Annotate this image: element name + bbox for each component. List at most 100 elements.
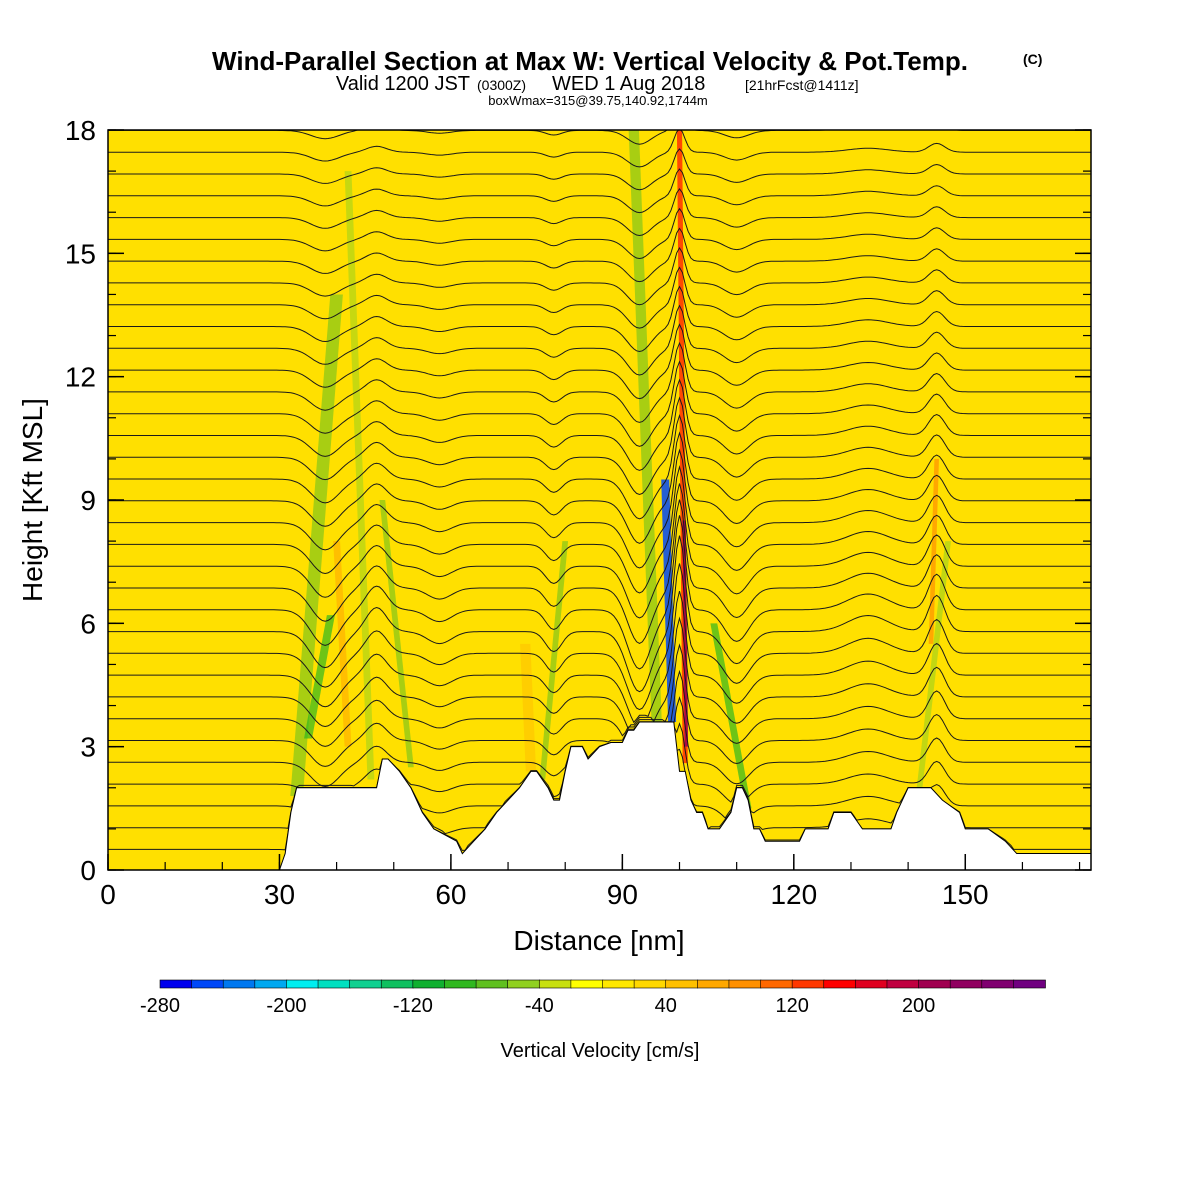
x-tick-label: 90 bbox=[607, 879, 638, 910]
colorbar-swatch bbox=[728, 979, 762, 989]
x-tick-label: 120 bbox=[770, 879, 817, 910]
velocity-band bbox=[304, 615, 335, 739]
isentrope bbox=[108, 247, 1091, 306]
colorbar-swatch bbox=[475, 979, 509, 989]
velocity-band bbox=[520, 643, 537, 772]
colorbar-label: -40 bbox=[525, 995, 554, 1017]
chart-title: Wind-Parallel Section at Max W: Vertical… bbox=[212, 46, 968, 76]
valid-time-utc: (0300Z) bbox=[477, 77, 526, 93]
isentrope bbox=[108, 168, 1091, 214]
chart-subtitle: Valid 1200 JST (0300Z) WED 1 Aug 2018 [2… bbox=[336, 73, 859, 95]
valid-time: Valid 1200 JST bbox=[336, 73, 470, 95]
colorbar-swatch bbox=[538, 979, 572, 989]
y-tick-label: 12 bbox=[65, 362, 96, 393]
colorbar-label: 40 bbox=[655, 995, 677, 1017]
x-tick-label: 60 bbox=[435, 879, 466, 910]
colorbar-swatch bbox=[286, 979, 319, 989]
isentrope bbox=[108, 483, 1091, 619]
y-axis-label: Height [Kft MSL] bbox=[17, 398, 48, 602]
isentrope bbox=[108, 448, 1091, 569]
colorbar-swatch bbox=[981, 979, 1015, 989]
y-tick-label: 0 bbox=[80, 855, 96, 886]
colorbar-swatch bbox=[380, 979, 414, 989]
colorbar-swatch bbox=[602, 979, 635, 989]
y-axis: 0 3 6 9 12 15 18 bbox=[65, 115, 1091, 886]
isentrope bbox=[108, 130, 1091, 168]
colorbar-swatch bbox=[570, 979, 604, 989]
isentrope bbox=[108, 465, 1091, 594]
colorbar-swatch bbox=[349, 979, 383, 989]
isentrope bbox=[108, 207, 1091, 260]
isentrope bbox=[108, 590, 1091, 724]
plot-area bbox=[108, 130, 1091, 870]
colorbar-swatch bbox=[918, 979, 951, 989]
colorbar-label: 120 bbox=[775, 995, 808, 1017]
x-tick-label: 0 bbox=[100, 879, 116, 910]
colorbar-swatch bbox=[444, 979, 477, 989]
forecast-info: [21hrFcst@1411z] bbox=[745, 77, 859, 93]
colorbar-label: -200 bbox=[266, 995, 306, 1017]
y-tick-label: 15 bbox=[65, 238, 96, 269]
isentrope bbox=[108, 431, 1091, 544]
isentrope bbox=[108, 323, 1091, 400]
isentrope bbox=[108, 563, 1091, 711]
y-tick-label: 18 bbox=[65, 115, 96, 146]
isentrope bbox=[108, 360, 1091, 447]
x-tick-label: 150 bbox=[942, 879, 989, 910]
y-tick-label: 6 bbox=[80, 608, 96, 639]
y-tick-label: 3 bbox=[80, 732, 96, 763]
velocity-band bbox=[628, 130, 662, 722]
colorbar-label: -120 bbox=[393, 995, 433, 1017]
isentrope bbox=[108, 413, 1091, 520]
isentrope bbox=[108, 341, 1091, 423]
x-axis-label: Distance [nm] bbox=[513, 925, 684, 956]
colorbar-swatch bbox=[665, 979, 699, 989]
colorbar-swatch bbox=[949, 979, 983, 989]
x-axis: 0 30 60 90 120 150 bbox=[100, 854, 1081, 910]
isentrope bbox=[108, 535, 1091, 693]
isentrope bbox=[108, 378, 1091, 471]
colorbar-swatch bbox=[254, 979, 288, 989]
isentrope bbox=[108, 616, 1091, 730]
colorbar-swatch bbox=[823, 979, 857, 989]
valid-date: WED 1 Aug 2018 bbox=[552, 73, 705, 95]
colorbar-label: -280 bbox=[140, 995, 180, 1017]
colorbar: -280 -200 -120 -40 40 120 200 bbox=[140, 979, 1046, 1017]
velocity-band bbox=[333, 541, 352, 747]
colorbar-swatch bbox=[760, 979, 793, 989]
colorbar-swatch bbox=[317, 979, 351, 989]
colorbar-label: 200 bbox=[902, 995, 935, 1017]
velocity-band bbox=[379, 500, 414, 768]
velocity-band bbox=[344, 171, 375, 780]
chart-box-info: boxWmax=315@39.75,140.92,1744m bbox=[488, 93, 708, 108]
colorbar-swatch bbox=[191, 979, 225, 989]
colorbar-swatch bbox=[855, 979, 888, 989]
isentrope bbox=[108, 148, 1091, 191]
colorbar-swatch bbox=[633, 979, 667, 989]
isentrope bbox=[108, 285, 1091, 353]
y-tick-label: 9 bbox=[80, 485, 96, 516]
isentrope bbox=[108, 669, 1091, 767]
isentrope bbox=[108, 396, 1091, 496]
isentrope bbox=[108, 643, 1091, 747]
colorbar-swatch bbox=[697, 979, 730, 989]
colorbar-swatch bbox=[886, 979, 920, 989]
x-tick-label: 30 bbox=[264, 879, 295, 910]
isentrope bbox=[108, 266, 1091, 329]
terrain bbox=[108, 721, 1091, 870]
colorbar-swatch bbox=[1013, 979, 1046, 989]
colorbar-swatch bbox=[507, 979, 541, 989]
chart-title-mark: (C) bbox=[1023, 51, 1042, 67]
isentrope bbox=[108, 499, 1091, 644]
colorbar-swatch bbox=[791, 979, 825, 989]
velocity-band bbox=[928, 458, 939, 644]
colorbar-swatch bbox=[222, 979, 256, 989]
colorbar-title: Vertical Velocity [cm/s] bbox=[501, 1040, 700, 1062]
isentrope bbox=[108, 227, 1091, 283]
isentrope bbox=[108, 188, 1091, 237]
isentrope bbox=[108, 304, 1091, 376]
colorbar-swatch bbox=[159, 979, 193, 989]
colorbar-swatch bbox=[412, 979, 446, 989]
isentrope bbox=[108, 515, 1091, 670]
